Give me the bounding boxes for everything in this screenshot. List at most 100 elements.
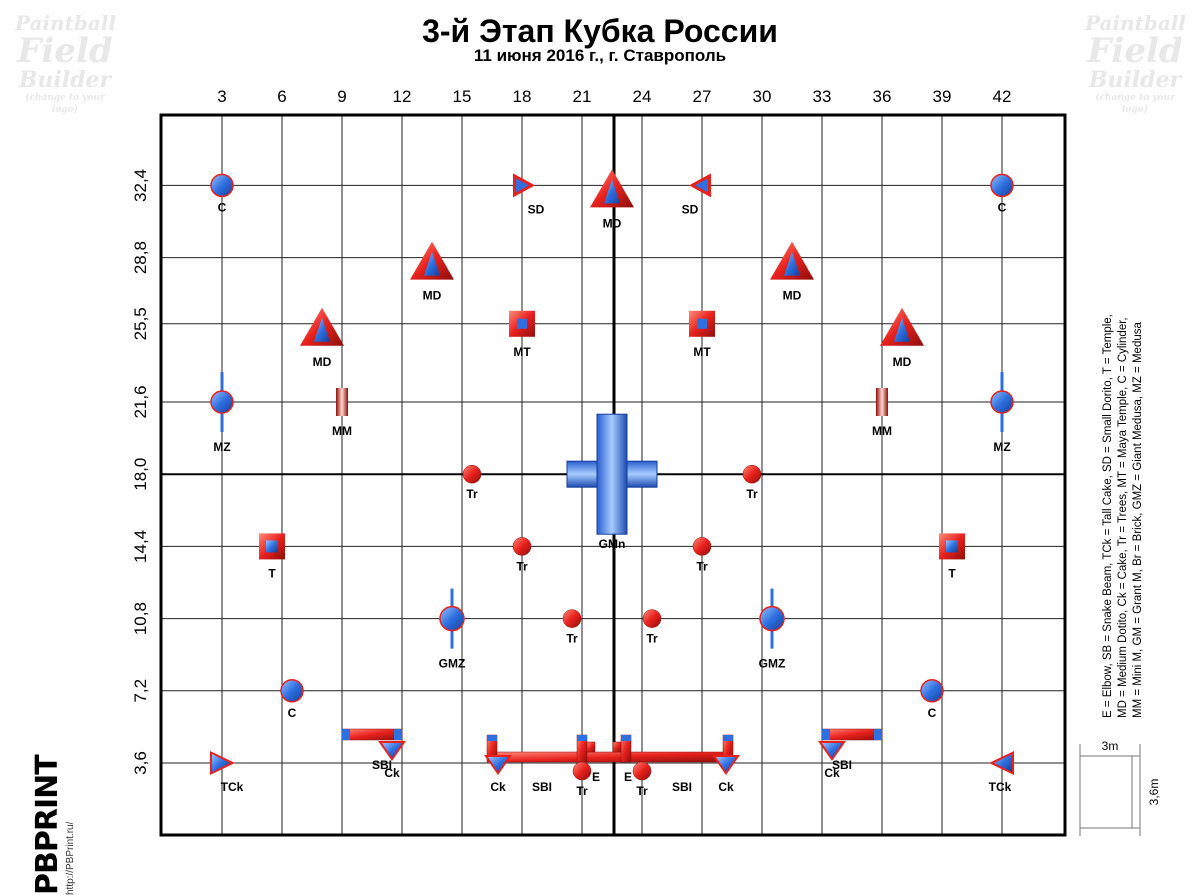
cylinder-bunker — [439, 605, 465, 632]
tree-bunker — [462, 464, 482, 484]
tree-bunker — [632, 761, 652, 781]
logo-watermark-left: Paintball Field Builder (change to your … — [15, 12, 116, 116]
bunker-label: Tr — [646, 632, 658, 646]
snake-beam-right — [821, 728, 883, 741]
cylinder-bunker — [990, 173, 1014, 198]
tree-bunker — [572, 761, 592, 781]
tree-bunker — [642, 609, 662, 628]
bunker-label: MM — [332, 424, 352, 438]
beam-end-left — [394, 729, 402, 740]
temple-core — [946, 540, 958, 553]
beam-end-right — [874, 729, 882, 740]
y-tick-label: 18,0 — [131, 458, 150, 491]
bunker-label: MZ — [993, 440, 1010, 454]
bunker-label: C — [928, 706, 937, 720]
x-tick-label: 33 — [813, 87, 832, 106]
scale-width-label: 3m — [1102, 739, 1119, 753]
mini-m-bunker — [336, 388, 348, 416]
beam-post-cap — [621, 735, 631, 741]
watermark-line1: Paintball — [1085, 11, 1186, 35]
logo-watermark-right: Paintball Field Builder (change to your … — [1085, 11, 1186, 116]
x-tick-label: 21 — [573, 87, 592, 106]
bunker-label: MD — [313, 355, 332, 369]
temple-core — [266, 540, 278, 553]
elbow-left — [586, 741, 596, 753]
bunker-label: SBI — [832, 758, 852, 772]
cylinder-bunker — [920, 679, 944, 703]
bunker-label: Tr — [466, 487, 478, 501]
bunker-label: TCk — [221, 780, 244, 794]
cylinder-bunker — [280, 679, 304, 703]
watermark-line2: Field — [17, 31, 113, 71]
page-title: 3-й Этап Кубка России — [422, 13, 778, 49]
y-tick-label: 7,2 — [131, 679, 150, 703]
x-tick-label: 9 — [337, 87, 346, 106]
bunker-label: Ck — [490, 780, 506, 794]
watermark-line3: Builder — [18, 67, 112, 93]
y-tick-label: 32,4 — [131, 169, 150, 202]
watermark-line2: Field — [1087, 31, 1183, 71]
cylinder-bunker — [210, 390, 234, 414]
cylinder-bunker — [210, 173, 234, 198]
y-tick-label: 14,4 — [131, 530, 150, 563]
tree-bunker — [692, 537, 712, 556]
bunker-label: E — [624, 770, 632, 784]
watermark-line4: (change to your logo) — [25, 93, 105, 115]
elbow-right — [612, 741, 622, 753]
x-tick-label: 12 — [393, 87, 412, 106]
bunker-label: GMn — [599, 537, 626, 551]
scale-indicator: 3m 3,6m — [1079, 739, 1161, 836]
beam-end-left — [342, 729, 350, 740]
y-tick-label: 3,6 — [131, 751, 150, 775]
x-tick-label: 30 — [753, 87, 772, 106]
bunker-label: Tr — [566, 632, 578, 646]
bunker-label: Ck — [824, 766, 840, 780]
x-tick-label: 42 — [993, 87, 1012, 106]
cake-core — [382, 742, 402, 758]
bunker-label: SD — [682, 202, 699, 216]
y-tick-label: 10,8 — [131, 602, 150, 635]
medium-dorito-core — [314, 317, 330, 342]
axis-ticks: 3 6 9 12 15 18 21 24 27 30 33 36 39 4232,428,825,521,… — [131, 87, 1011, 775]
beam-post-cap — [723, 735, 733, 741]
tall-cake-core — [994, 754, 1012, 772]
y-tick-label: 28,8 — [131, 241, 150, 274]
x-tick-label: 3 — [217, 87, 226, 106]
maya-temple-core — [517, 318, 527, 329]
bunker-label: Tr — [636, 784, 648, 798]
medium-dorito-core — [894, 317, 910, 342]
bunker-label: SBI — [532, 780, 552, 794]
bunker-label: MD — [783, 289, 802, 303]
tree-bunker — [512, 537, 532, 556]
mini-m-bunker — [876, 388, 888, 416]
bunker-label: Tr — [696, 559, 708, 573]
bunker-label: Tr — [516, 559, 528, 573]
bunkers: C C SD SD MD MD MD MD MD MT MT MZ MZ MM MM Tr Tr GMn T T Tr T… — [210, 169, 1014, 798]
bunker-label: Ck — [718, 780, 734, 794]
bunker-label: MD — [423, 289, 442, 303]
tree-bunker — [562, 609, 582, 628]
bunker-label: C — [998, 200, 1007, 214]
cake-core — [822, 742, 842, 758]
page-subtitle: 11 июня 2016 г., г. Ставрополь — [473, 46, 727, 65]
bunker-label: SD — [528, 202, 545, 216]
bunker-label: MZ — [213, 440, 230, 454]
scale-height-label: 3,6m — [1147, 779, 1161, 806]
x-tick-label: 39 — [933, 87, 952, 106]
x-tick-label: 18 — [513, 87, 532, 106]
bunker-label: C — [218, 200, 227, 214]
x-tick-label: 15 — [453, 87, 472, 106]
bunker-label: MT — [513, 345, 531, 359]
small-dorito-core — [516, 178, 529, 193]
cylinder-bunker — [990, 390, 1014, 414]
cake-core — [488, 757, 508, 772]
small-dorito-core — [695, 178, 708, 193]
cake-core — [716, 757, 736, 772]
watermark-line4: (change to your logo) — [1095, 93, 1175, 115]
maya-temple-core — [697, 318, 707, 329]
bunker-label: Ck — [384, 766, 400, 780]
field-diagram: 3 6 9 12 15 18 21 24 27 30 33 36 39 4232,428,825,521,… — [131, 87, 1161, 837]
watermark-line3: Builder — [1088, 67, 1182, 93]
bunker-label: MD — [603, 216, 622, 230]
medium-dorito-core — [604, 179, 620, 204]
